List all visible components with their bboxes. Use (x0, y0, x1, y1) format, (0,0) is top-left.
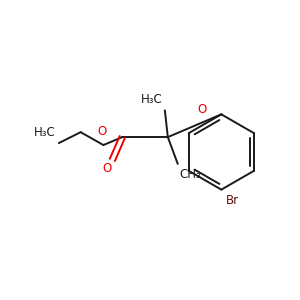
Text: H₃C: H₃C (141, 93, 163, 106)
Text: Br: Br (226, 194, 239, 207)
Text: O: O (98, 125, 107, 138)
Text: CH₃: CH₃ (180, 168, 202, 181)
Text: O: O (197, 103, 207, 116)
Text: H₃C: H₃C (34, 126, 56, 139)
Text: O: O (103, 162, 112, 175)
